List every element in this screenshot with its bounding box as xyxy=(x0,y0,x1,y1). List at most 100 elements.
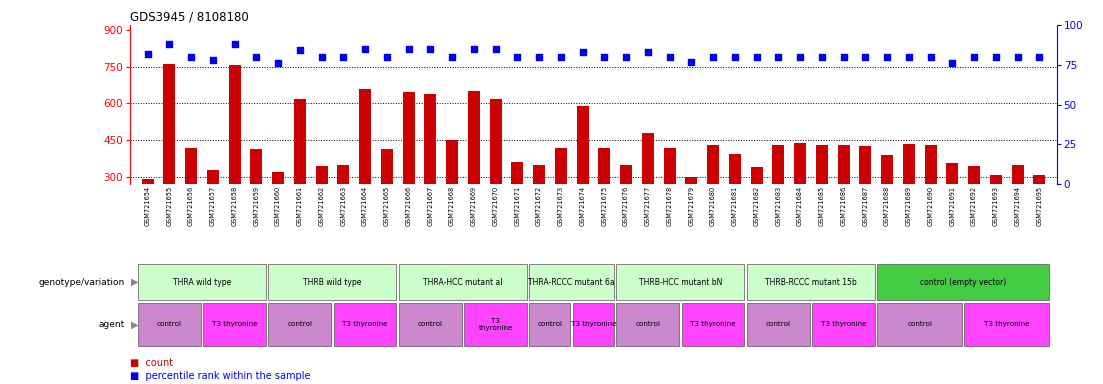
Point xyxy=(291,47,309,53)
Text: THRB-HCC mutant bN: THRB-HCC mutant bN xyxy=(639,278,722,287)
Bar xyxy=(138,303,201,346)
Point xyxy=(596,54,613,60)
Bar xyxy=(772,145,784,250)
Bar xyxy=(533,165,545,250)
Text: T3 thyronine: T3 thyronine xyxy=(690,321,736,328)
Point xyxy=(421,46,439,52)
Bar xyxy=(1011,165,1024,250)
Text: THRA-RCCC mutant 6a: THRA-RCCC mutant 6a xyxy=(528,278,615,287)
Bar xyxy=(707,145,719,250)
Text: T3 thyronine: T3 thyronine xyxy=(212,321,257,328)
Bar xyxy=(989,174,1002,250)
Bar xyxy=(141,179,153,250)
Point xyxy=(639,49,656,55)
Text: THRA wild type: THRA wild type xyxy=(173,278,231,287)
Point xyxy=(965,54,983,60)
Bar xyxy=(812,303,875,346)
Point xyxy=(900,54,918,60)
Point xyxy=(922,54,940,60)
Bar xyxy=(360,89,371,250)
Point xyxy=(160,41,178,47)
Point xyxy=(531,54,548,60)
Point xyxy=(1030,54,1048,60)
Bar xyxy=(464,303,527,346)
Bar xyxy=(446,140,458,250)
Bar xyxy=(598,147,610,250)
Bar xyxy=(881,155,893,250)
Bar xyxy=(338,165,350,250)
Point xyxy=(226,41,244,47)
Text: ■  percentile rank within the sample: ■ percentile rank within the sample xyxy=(130,371,311,381)
Point xyxy=(182,54,200,60)
Bar xyxy=(878,264,1049,300)
Bar xyxy=(228,65,240,250)
Bar xyxy=(399,264,527,300)
Bar xyxy=(572,303,614,346)
Point xyxy=(247,54,265,60)
Bar xyxy=(163,64,175,250)
Point xyxy=(726,54,743,60)
Point xyxy=(791,54,808,60)
Text: T3 thyronine: T3 thyronine xyxy=(821,321,866,328)
Bar xyxy=(816,145,827,250)
Bar xyxy=(747,264,875,300)
Bar xyxy=(685,177,697,250)
Text: ▶: ▶ xyxy=(131,277,139,287)
Point xyxy=(334,54,352,60)
Text: T3 thyronine: T3 thyronine xyxy=(342,321,388,328)
Bar xyxy=(968,166,979,250)
Bar xyxy=(315,166,328,250)
Point xyxy=(269,60,287,66)
Bar xyxy=(529,264,614,300)
Text: control: control xyxy=(418,321,442,328)
Bar xyxy=(620,165,632,250)
Bar xyxy=(203,303,266,346)
Point xyxy=(465,46,483,52)
Bar xyxy=(664,147,675,250)
Bar xyxy=(381,149,393,250)
Bar xyxy=(529,303,570,346)
Point xyxy=(1009,54,1027,60)
Text: T3 thyronine: T3 thyronine xyxy=(570,321,617,328)
Point xyxy=(878,54,896,60)
Bar xyxy=(924,145,936,250)
Bar xyxy=(138,264,266,300)
Bar xyxy=(729,154,741,250)
Bar xyxy=(617,264,745,300)
Point xyxy=(813,54,831,60)
Text: ■  count: ■ count xyxy=(130,358,173,368)
Text: genotype/variation: genotype/variation xyxy=(39,278,125,287)
Point xyxy=(748,54,765,60)
Text: GDS3945 / 8108180: GDS3945 / 8108180 xyxy=(130,11,249,24)
Bar xyxy=(642,133,654,250)
Point xyxy=(661,54,678,60)
Bar xyxy=(293,99,306,250)
Bar xyxy=(617,303,679,346)
Text: control: control xyxy=(907,321,932,328)
Bar xyxy=(555,147,567,250)
Bar xyxy=(268,264,396,300)
Bar xyxy=(859,146,871,250)
Bar xyxy=(750,167,762,250)
Point xyxy=(683,58,700,65)
Bar xyxy=(490,99,502,250)
Text: control: control xyxy=(765,321,791,328)
Bar xyxy=(334,303,396,346)
Bar xyxy=(577,106,589,250)
Bar xyxy=(747,303,810,346)
Bar xyxy=(250,149,263,250)
Bar xyxy=(425,94,437,250)
Text: control: control xyxy=(635,321,661,328)
Point xyxy=(508,54,526,60)
Text: T3 thyronine: T3 thyronine xyxy=(984,321,1029,328)
Bar xyxy=(268,303,331,346)
Point xyxy=(486,46,504,52)
Point xyxy=(204,57,222,63)
Text: control (empty vector): control (empty vector) xyxy=(920,278,1006,287)
Point xyxy=(552,54,569,60)
Point xyxy=(313,54,331,60)
Text: THRB wild type: THRB wild type xyxy=(303,278,362,287)
Point xyxy=(443,54,461,60)
Text: ▶: ▶ xyxy=(131,319,139,329)
Point xyxy=(139,51,157,57)
